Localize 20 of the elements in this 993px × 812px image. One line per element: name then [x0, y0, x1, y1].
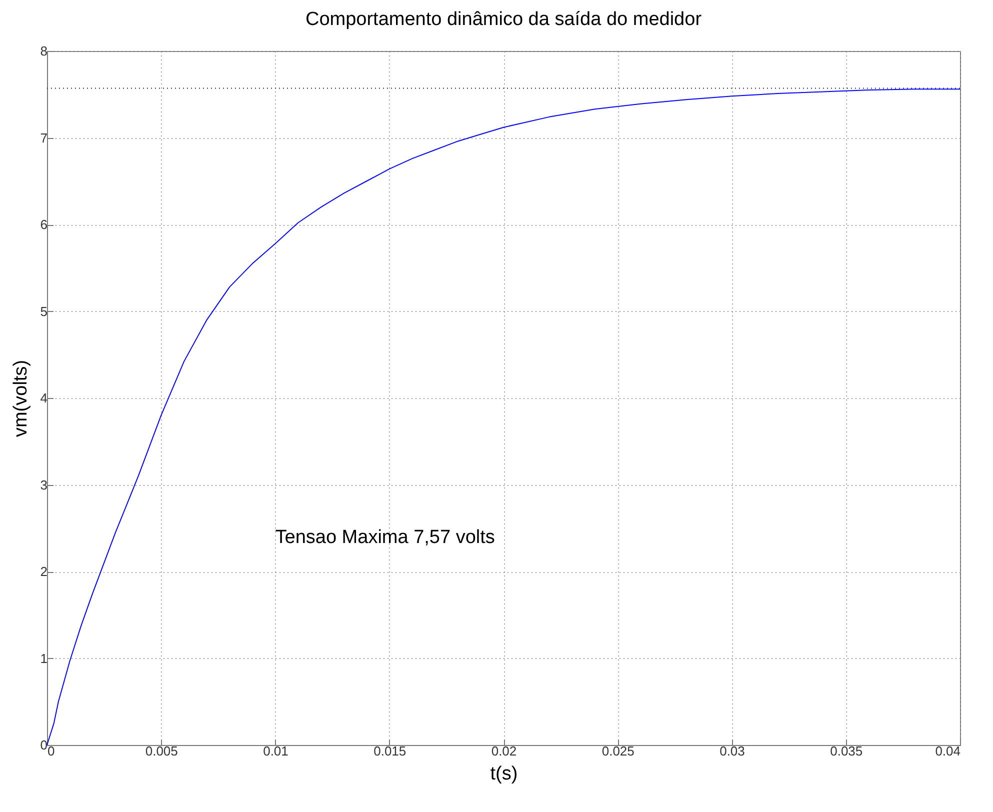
x-axis-title: t(s) — [490, 764, 518, 784]
y-tick-label: 8 — [40, 44, 48, 58]
y-tick-label: 4 — [40, 390, 48, 406]
x-tick-label: 0.035 — [830, 744, 863, 758]
x-tick-label: 0.02 — [491, 744, 517, 758]
y-axis-title: vm(volts) — [10, 360, 32, 438]
y-tick-label: 3 — [40, 477, 48, 492]
y-tick-label: 5 — [40, 304, 48, 319]
y-tick-label: 2 — [40, 564, 48, 579]
x-tick-label: 0.005 — [145, 744, 178, 758]
annotation: Tensao Maxima 7,57 volts — [275, 526, 495, 548]
x-tick-label: 0.04 — [935, 744, 960, 758]
x-tick-label: 0.03 — [720, 744, 745, 758]
x-tick-label: 0.015 — [374, 744, 406, 758]
y-tick-label: 6 — [40, 217, 48, 232]
chart-title: Comportamento dinâmico da saída do medidor — [305, 9, 702, 30]
x-tick-label: 0.025 — [602, 744, 634, 758]
y-tick-label: 1 — [40, 650, 48, 666]
x-tick-label: 0.01 — [263, 744, 288, 758]
y-tick-label: 7 — [40, 130, 48, 146]
